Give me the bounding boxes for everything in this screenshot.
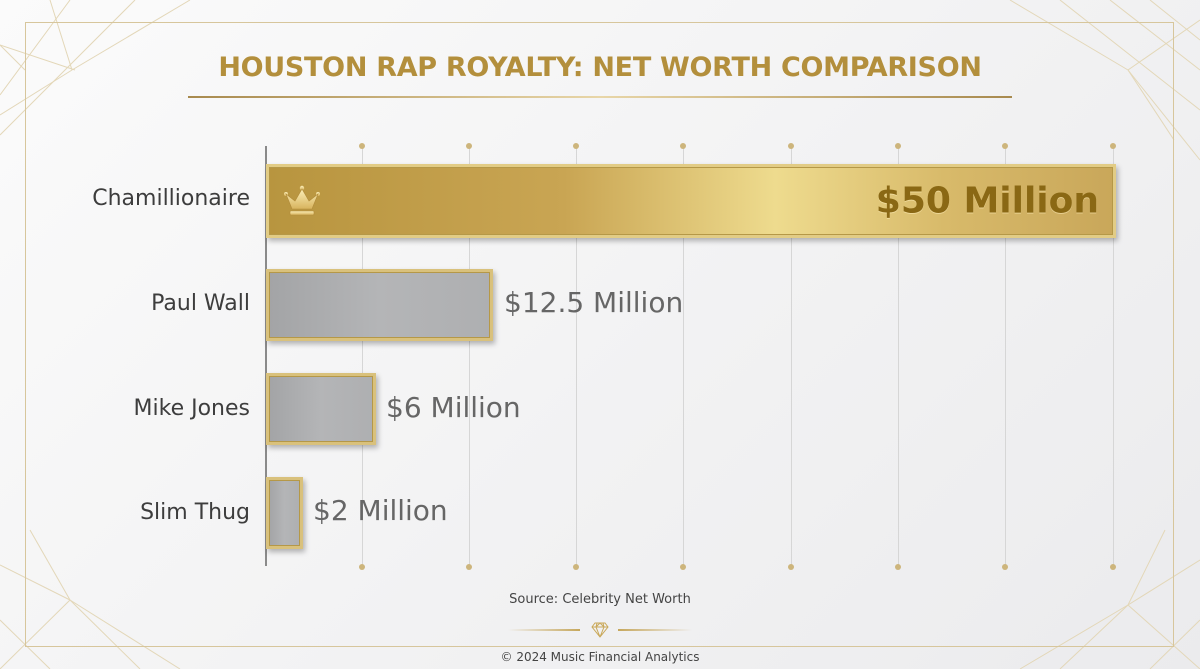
gridline xyxy=(576,146,577,567)
diamond-icon xyxy=(591,622,609,638)
grid-dot xyxy=(1002,143,1008,149)
gridline xyxy=(898,146,899,567)
gridline xyxy=(469,146,470,567)
chart-title: HOUSTON RAP ROYALTY: NET WORTH COMPARISO… xyxy=(218,52,982,83)
grid-dot xyxy=(895,564,901,570)
gridline xyxy=(1005,146,1006,567)
grid-dot xyxy=(1110,564,1116,570)
gridline xyxy=(683,146,684,567)
grid-dot xyxy=(680,143,686,149)
grid-dot xyxy=(1110,143,1116,149)
gridline xyxy=(362,146,363,567)
category-label-paul-wall: Paul Wall xyxy=(151,291,250,316)
source-note: Source: Celebrity Net Worth xyxy=(509,592,691,607)
grid-dot xyxy=(573,564,579,570)
grid-dot xyxy=(573,143,579,149)
bar-value-paul-wall: $12.5 Million xyxy=(504,286,684,319)
grid-dot xyxy=(788,143,794,149)
bar-slim-thug[interactable] xyxy=(266,477,303,549)
category-label-slim-thug: Slim Thug xyxy=(140,500,250,525)
category-label-mike-jones: Mike Jones xyxy=(133,396,250,421)
bar-value-chamillionaire: $50 Million xyxy=(875,180,1099,222)
bar-value-mike-jones: $6 Million xyxy=(386,391,521,424)
grid-dot xyxy=(466,143,472,149)
gold-frame xyxy=(25,22,1174,647)
bar-paul-wall[interactable] xyxy=(266,269,493,341)
bar-chamillionaire[interactable]: $50 Million xyxy=(266,164,1116,238)
grid-dot xyxy=(359,564,365,570)
crown-icon xyxy=(284,185,320,216)
bar-mike-jones[interactable] xyxy=(266,373,376,445)
y-axis xyxy=(265,146,267,566)
copyright-text: © 2024 Music Financial Analytics xyxy=(500,650,700,664)
bar-value-slim-thug: $2 Million xyxy=(313,494,448,527)
category-label-chamillionaire: Chamillionaire xyxy=(92,186,250,211)
grid-dot xyxy=(359,143,365,149)
grid-dot xyxy=(1002,564,1008,570)
grid-dot xyxy=(895,143,901,149)
ornament-line-left xyxy=(508,629,580,631)
grid-dot xyxy=(680,564,686,570)
title-underline xyxy=(188,96,1012,98)
grid-dot xyxy=(788,564,794,570)
grid-dot xyxy=(466,564,472,570)
ornament-line-right xyxy=(618,629,692,631)
gridline xyxy=(791,146,792,567)
gridline xyxy=(1113,146,1114,567)
